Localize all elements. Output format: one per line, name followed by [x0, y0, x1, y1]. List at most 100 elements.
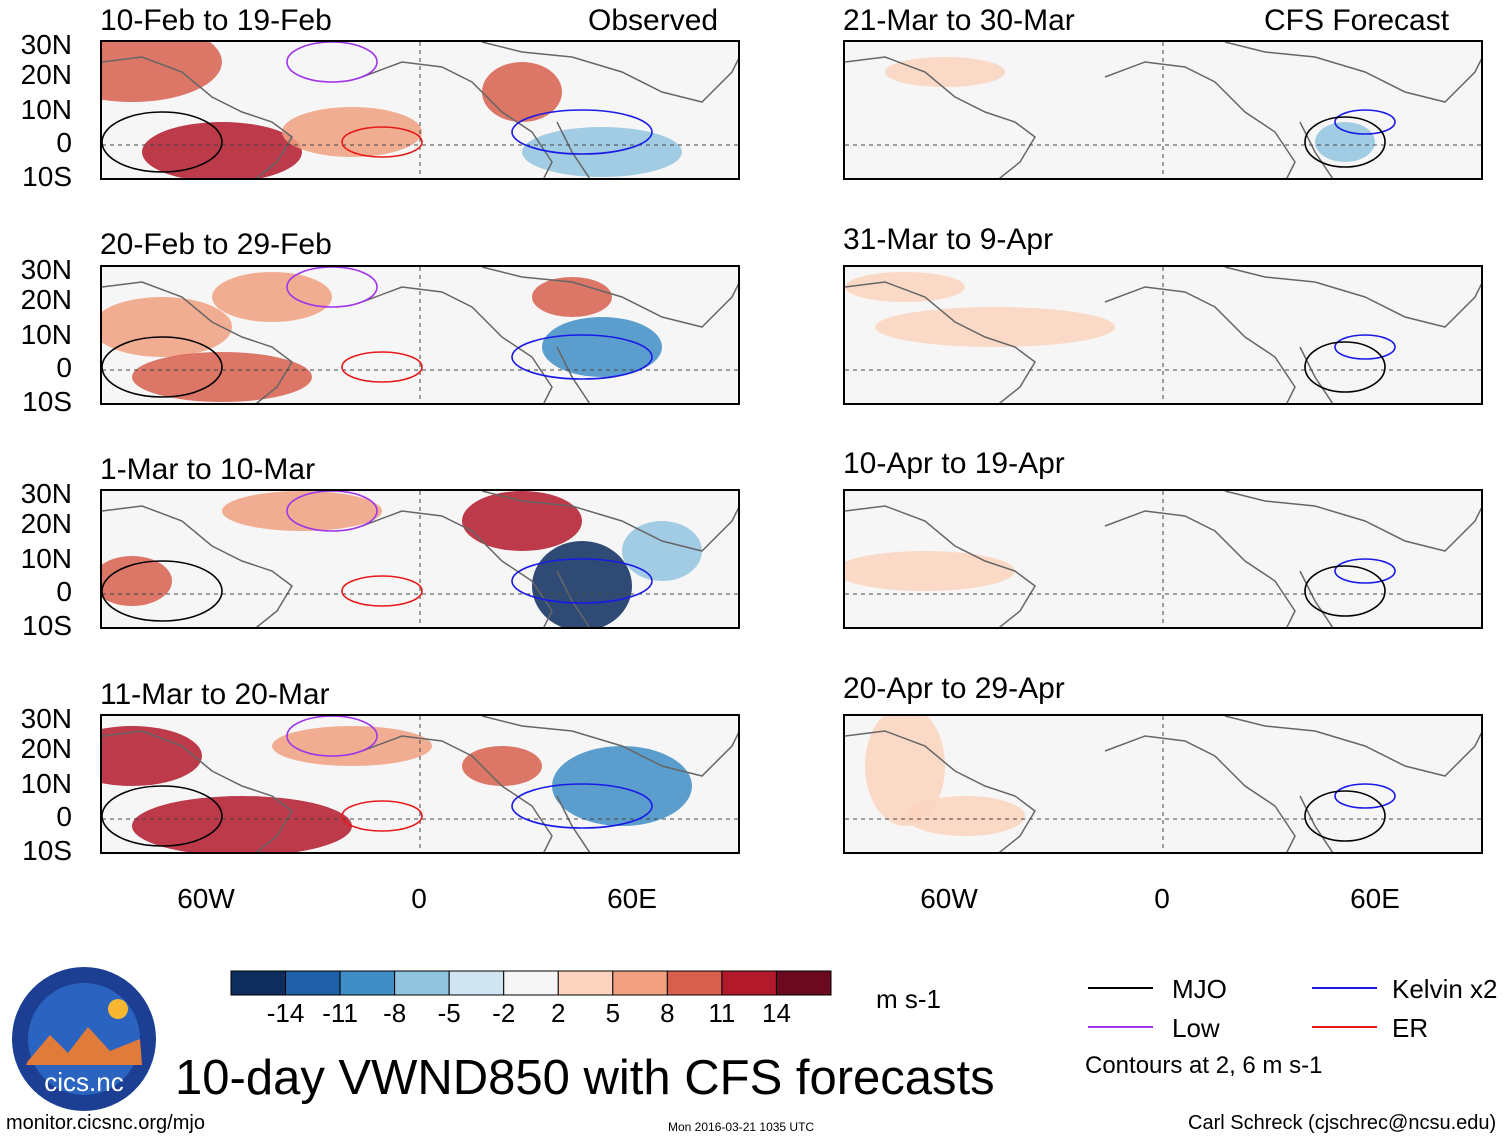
lon-label-60w: 60W [177, 883, 235, 914]
coastline [556, 346, 591, 403]
coastline [481, 42, 738, 103]
lon-label-60w: 60W [920, 883, 978, 914]
map-forecast-4 [843, 714, 1483, 854]
coastline [1224, 716, 1481, 777]
panel-title: 1-Mar to 10-Mar [100, 453, 316, 486]
legend-label-er: ER [1392, 1013, 1429, 1043]
contour [102, 336, 223, 398]
map-field [845, 716, 1481, 852]
wind-anomaly-shading [885, 57, 1005, 87]
wind-anomaly-shading [482, 62, 562, 122]
coastline [481, 491, 738, 552]
lat-label: 0 [56, 352, 72, 383]
wind-anomaly-shading [212, 272, 332, 322]
map-field [102, 491, 738, 627]
colorbar-label: -2 [492, 998, 516, 1028]
colorbar-swatch [503, 970, 559, 996]
contour [511, 783, 653, 829]
colorbar-swatch [721, 970, 777, 996]
colorbar-label: -14 [266, 998, 305, 1028]
legend-label-low: Low [1172, 1013, 1220, 1043]
lat-label: 20N [20, 733, 72, 764]
colorbar-label: 2 [551, 998, 566, 1028]
lat-label: 20N [20, 59, 72, 90]
footer-url[interactable]: monitor.cicsnc.org/mjo [6, 1112, 205, 1134]
wind-anomaly-shading [1315, 122, 1375, 162]
lat-label: 20N [20, 508, 72, 539]
contour [341, 351, 423, 383]
wind-anomaly-shading [875, 307, 1115, 347]
wind-anomaly-shading [462, 746, 542, 786]
legend-line-er [1312, 1026, 1377, 1028]
coastline [102, 56, 293, 178]
contour [511, 109, 653, 155]
coastline [1299, 346, 1334, 403]
lat-label: 0 [56, 801, 72, 832]
colorbar-swatch [448, 970, 505, 996]
legend-line-mjo [1088, 987, 1153, 989]
coastline [845, 505, 1036, 627]
wind-anomaly-shading [132, 352, 312, 402]
lat-label: 20N [20, 284, 72, 315]
coastline [481, 267, 738, 328]
lat-label: 30N [20, 254, 72, 285]
colorbar-label: 11 [708, 998, 736, 1028]
colorbar-swatch [666, 970, 723, 996]
wind-anomaly-shading [462, 491, 582, 551]
wind-anomaly-shading [552, 746, 692, 826]
wind-anomaly-shading [905, 796, 1025, 836]
contour [1334, 334, 1396, 360]
contour [1334, 109, 1396, 135]
lat-label: 10N [20, 543, 72, 574]
lat-label: 30N [20, 478, 72, 509]
wind-anomaly-shading [542, 317, 662, 377]
map-observed-1 [100, 40, 740, 180]
coastline [361, 61, 553, 178]
contour [1304, 116, 1386, 168]
legend-label-kelvin: Kelvin x2 [1392, 974, 1498, 1004]
panel-title: 10-Apr to 19-Apr [843, 447, 1065, 480]
main-title: 10-day VWND850 with CFS forecasts [175, 1051, 995, 1105]
coastline [361, 510, 553, 627]
wind-anomaly-shading [102, 42, 222, 102]
colorbar-label: 5 [605, 998, 621, 1028]
coastline [845, 730, 1036, 852]
lat-label: 10N [20, 94, 72, 125]
colorbar-label: 8 [660, 998, 675, 1028]
lon-label-0: 0 [411, 883, 427, 914]
lat-label: 30N [20, 29, 72, 60]
wind-anomaly-shading [102, 297, 232, 357]
wind-anomaly-shading [865, 716, 945, 826]
colorbar-swatch [775, 970, 832, 996]
contour [286, 42, 378, 83]
wind-anomaly-shading [272, 726, 432, 766]
contour [1304, 790, 1386, 842]
lat-label: 30N [20, 703, 72, 734]
contour [102, 560, 223, 622]
coastline [845, 56, 1036, 178]
wind-anomaly-shading [532, 277, 612, 317]
map-field [102, 42, 738, 178]
colorbar-label: -8 [383, 998, 407, 1028]
contour [102, 785, 223, 847]
coastline [1224, 42, 1481, 103]
contour [341, 800, 423, 832]
panel-title: 31-Mar to 9-Apr [843, 223, 1054, 256]
contour [1334, 783, 1396, 809]
wind-anomaly-shading [102, 556, 172, 606]
lat-label: 0 [56, 576, 72, 607]
map-field [845, 267, 1481, 403]
lon-label-0: 0 [1154, 883, 1170, 914]
colorbar-swatch [285, 970, 341, 996]
contour [102, 111, 223, 173]
colorbar-swatch [339, 970, 396, 996]
contours-note: Contours at 2, 6 m s-1 [1085, 1052, 1323, 1079]
lat-label: 10N [20, 319, 72, 350]
map-observed-3 [100, 489, 740, 629]
panel-title: 21-Mar to 30-Mar [843, 4, 1075, 37]
lon-label-60e: 60E [607, 883, 657, 914]
coastline [1104, 735, 1296, 852]
coastline [1224, 267, 1481, 328]
contour [286, 491, 378, 532]
contour [1304, 565, 1386, 617]
